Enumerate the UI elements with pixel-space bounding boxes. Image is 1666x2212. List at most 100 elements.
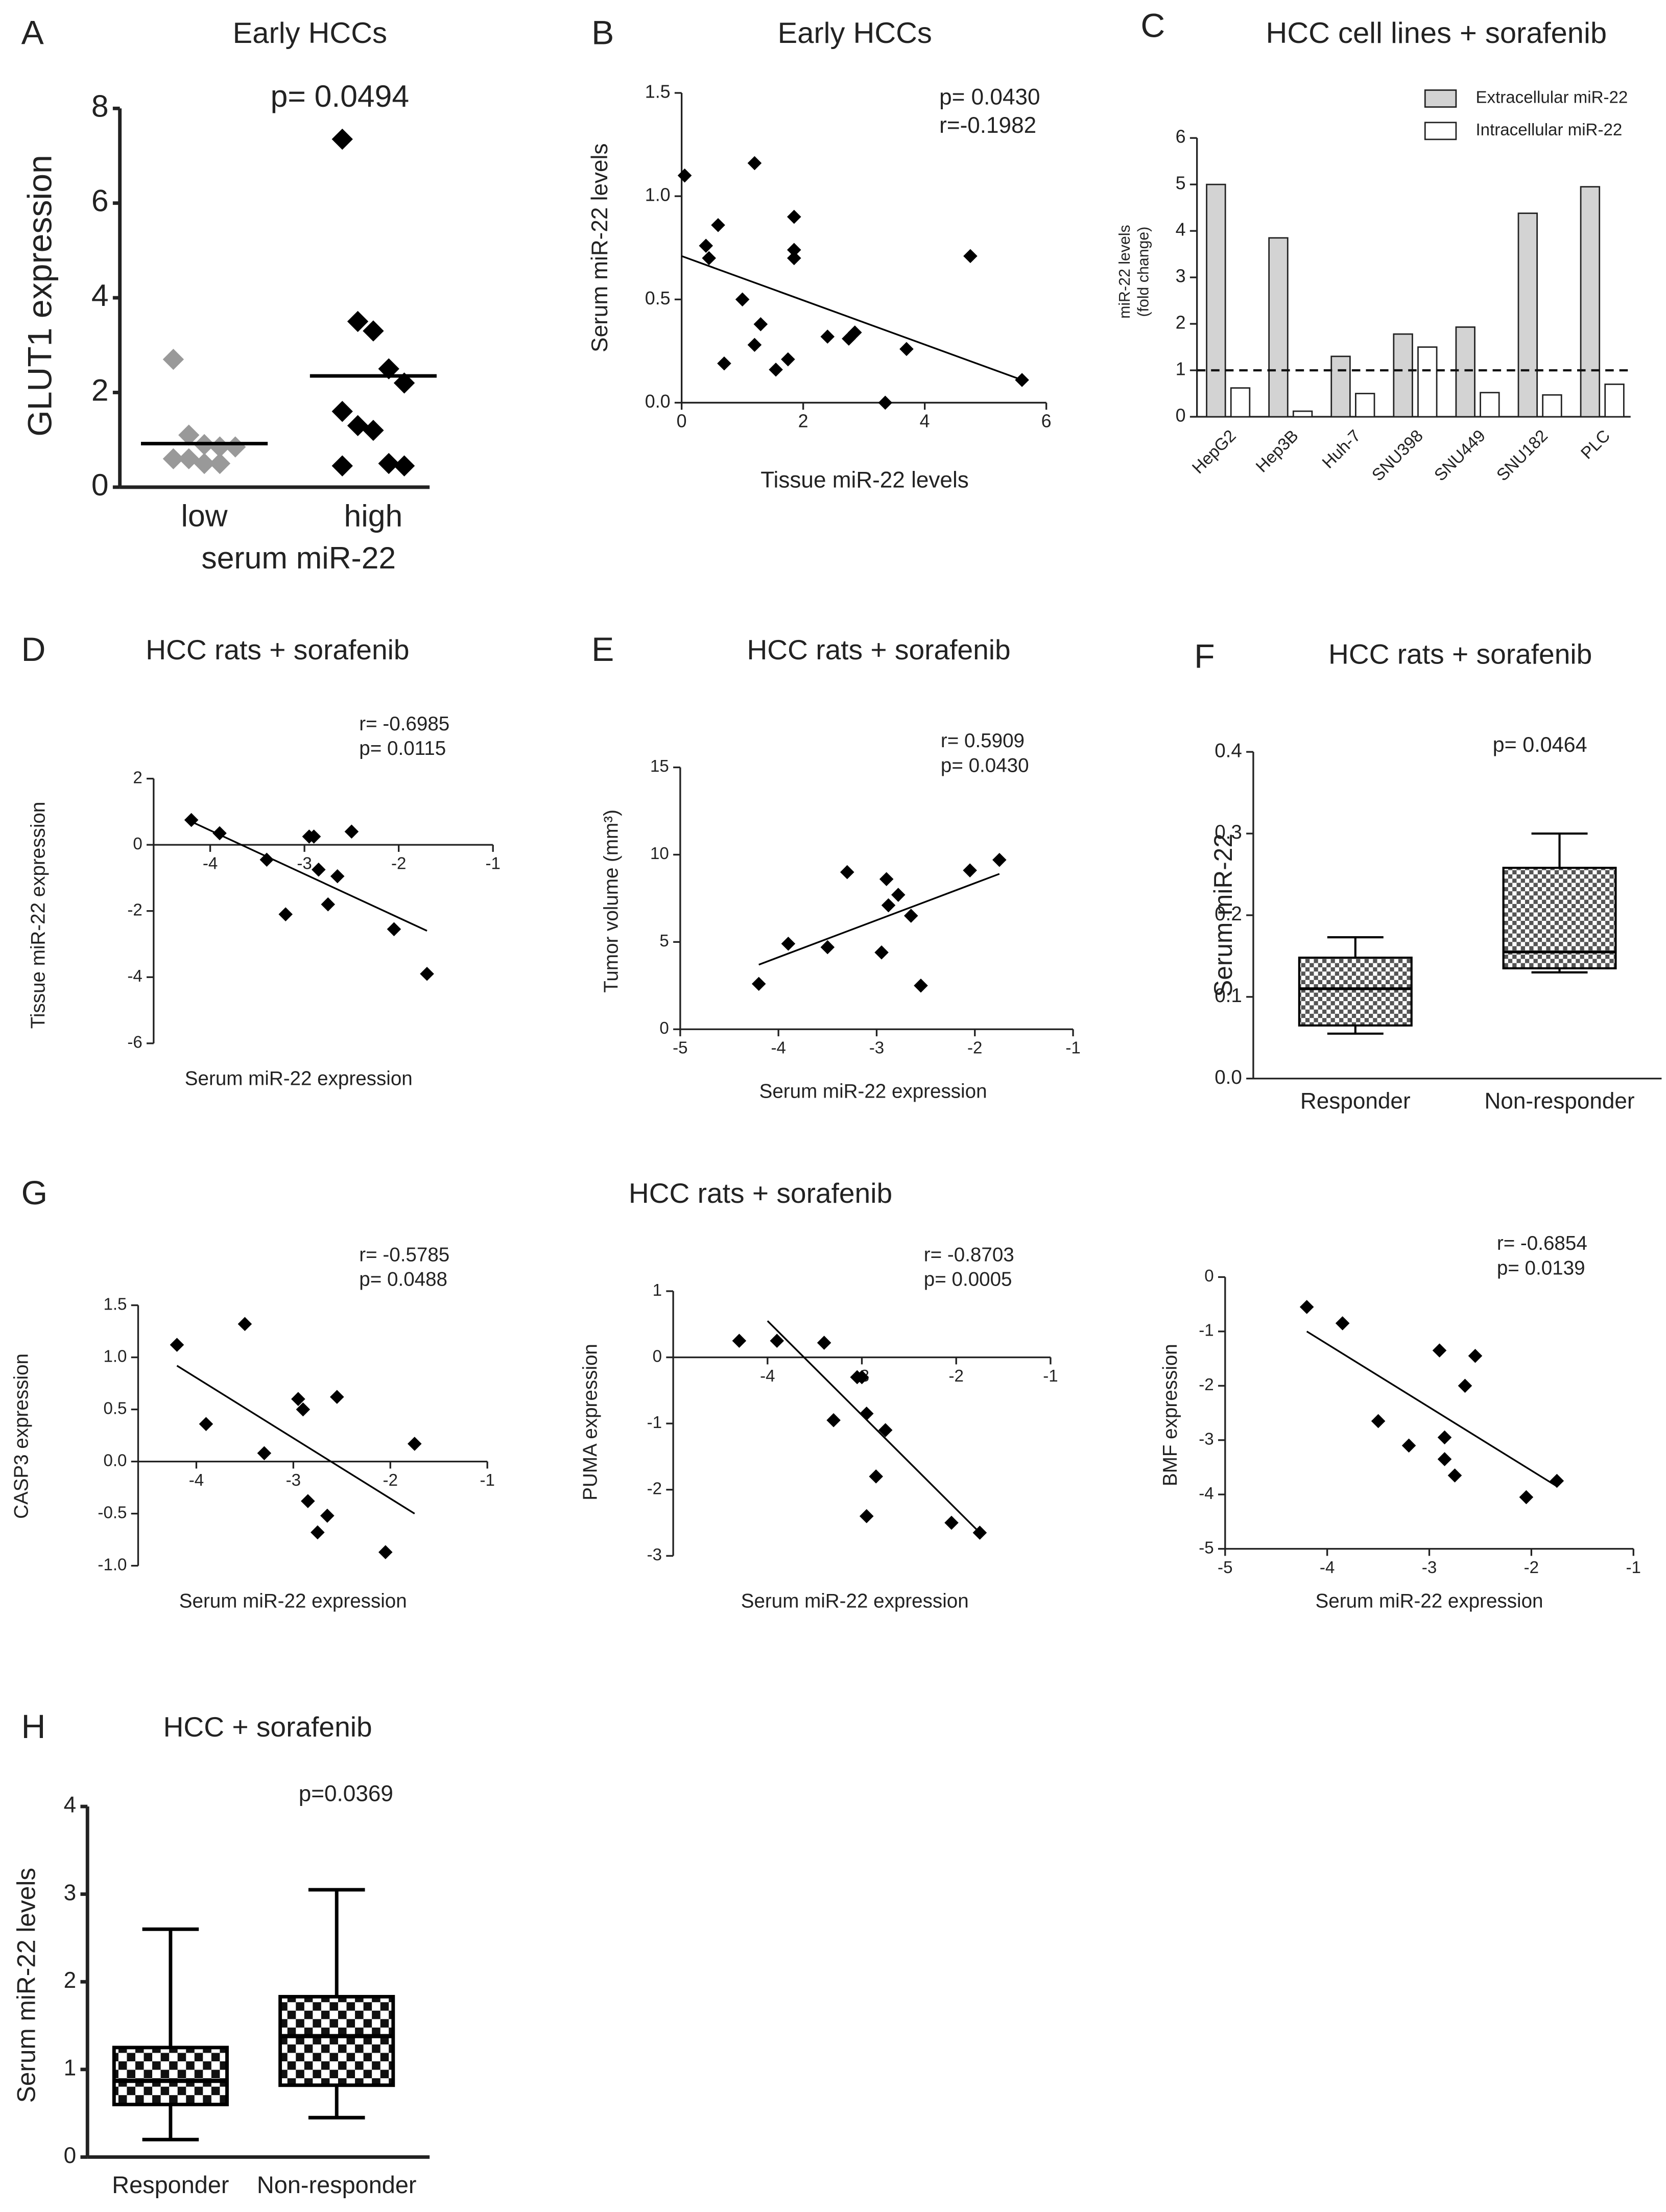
point	[347, 311, 369, 332]
point	[753, 317, 768, 331]
point	[237, 1317, 252, 1331]
y-tick-label: -2	[127, 900, 142, 919]
y-tick-label: -1.0	[98, 1555, 127, 1574]
y-tick-label: -4	[127, 967, 142, 986]
point	[747, 338, 762, 352]
annotation: r= 0.5909	[941, 730, 1025, 752]
y-axis-label: BMF expression	[1159, 1344, 1181, 1486]
chart-title: Early HCCs	[233, 17, 387, 50]
y-axis-label: Tissue miR-22 expression	[28, 802, 50, 1029]
x-tick-label: Responder	[1300, 1088, 1411, 1113]
point	[209, 436, 231, 458]
point	[331, 455, 353, 477]
point	[711, 218, 725, 232]
point	[914, 979, 928, 993]
annotation: p= 0.0139	[1497, 1257, 1585, 1279]
point	[347, 415, 369, 437]
point	[1371, 1414, 1386, 1429]
y-tick-label: 0.0	[1215, 1066, 1242, 1088]
panel-label: C	[1140, 7, 1165, 45]
annotation: p= 0.0494	[271, 79, 409, 113]
point	[992, 852, 1007, 867]
point	[330, 869, 345, 884]
x-axis-label: Serum miR-22 expression	[1316, 1590, 1543, 1612]
point	[717, 356, 731, 371]
y-tick-label: 0.4	[1215, 740, 1242, 762]
x-tick-label: -2	[949, 1367, 964, 1386]
point	[331, 128, 353, 150]
y-tick-label: 0	[91, 467, 109, 502]
y-axis-label: Tumor volume (mm³)	[601, 810, 623, 993]
point	[817, 1336, 831, 1350]
point	[820, 940, 835, 955]
y-tick-label: 0	[659, 1019, 669, 1038]
y-tick-label: 10	[650, 844, 669, 863]
y-tick-label: 5	[659, 932, 669, 950]
point	[162, 348, 184, 370]
y-tick-label: -1	[1199, 1321, 1213, 1340]
point	[1437, 1430, 1452, 1445]
y-tick-label: 0.2	[1215, 903, 1242, 925]
x-tick-label: PLC	[1577, 426, 1614, 463]
point	[407, 1437, 422, 1451]
point	[311, 1525, 325, 1540]
x-tick-label: 2	[798, 411, 808, 432]
point	[320, 1508, 335, 1523]
point	[1401, 1438, 1416, 1453]
y-tick-label: 4	[91, 278, 109, 313]
fit-line	[1306, 1330, 1558, 1487]
y-axis-label: miR-22 levels	[1116, 225, 1133, 319]
point	[702, 251, 716, 266]
point	[677, 168, 692, 183]
y-axis-label: Serum miR-22	[1209, 834, 1237, 997]
point	[184, 813, 199, 827]
y-axis-label: PUMA expression	[579, 1344, 601, 1501]
y-tick-label: -1	[647, 1413, 662, 1432]
point	[859, 1406, 874, 1421]
x-tick-label: -2	[383, 1471, 398, 1490]
y-tick-label: 0	[64, 2143, 77, 2168]
x-axis-label: Serum miR-22 expression	[179, 1590, 407, 1612]
x-tick-label: high	[344, 498, 403, 533]
x-tick-label: Huh-7	[1319, 426, 1365, 472]
x-tick-label: SNU449	[1431, 426, 1489, 485]
panel-label: B	[591, 14, 614, 52]
chart-title: HCC rats + sorafenib	[629, 1177, 892, 1209]
y-tick-label: 3	[1176, 266, 1186, 287]
point	[770, 1334, 784, 1348]
y-tick-label: 6	[91, 183, 109, 218]
y-tick-label: 5	[1176, 173, 1186, 194]
chart-title: Early HCCs	[778, 17, 932, 50]
x-tick-label: Responder	[112, 2172, 229, 2198]
annotation: p= 0.0488	[359, 1269, 447, 1291]
annotation: p= 0.0430	[939, 85, 1040, 110]
x-tick-label: -2	[391, 854, 406, 873]
y-tick-label: 0.5	[103, 1399, 127, 1418]
point	[330, 1390, 344, 1404]
chart-title: HCC rats + sorafenib	[747, 634, 1010, 665]
bar	[1480, 392, 1500, 418]
x-tick-label: Non-responder	[1484, 1088, 1634, 1113]
annotation: p= 0.0464	[1493, 733, 1587, 756]
y-tick-label: 0	[1176, 405, 1186, 425]
point	[769, 362, 783, 377]
point	[787, 209, 801, 224]
point	[1447, 1468, 1462, 1483]
point	[944, 1515, 959, 1530]
point	[732, 1334, 747, 1348]
x-tick-label: -5	[673, 1039, 687, 1058]
x-tick-label: -3	[869, 1039, 884, 1058]
point	[1437, 1452, 1452, 1466]
x-tick-label: -1	[1065, 1039, 1080, 1058]
y-tick-label: 4	[1176, 220, 1186, 240]
bar	[1455, 326, 1475, 418]
point	[878, 1423, 893, 1437]
point	[162, 448, 184, 469]
annotation: r= -0.5785	[359, 1244, 449, 1266]
x-tick-label: -1	[480, 1471, 494, 1490]
panel-label: E	[591, 631, 614, 669]
y-tick-label: 2	[64, 1968, 77, 1993]
bar	[1355, 393, 1375, 418]
point	[826, 1413, 841, 1428]
